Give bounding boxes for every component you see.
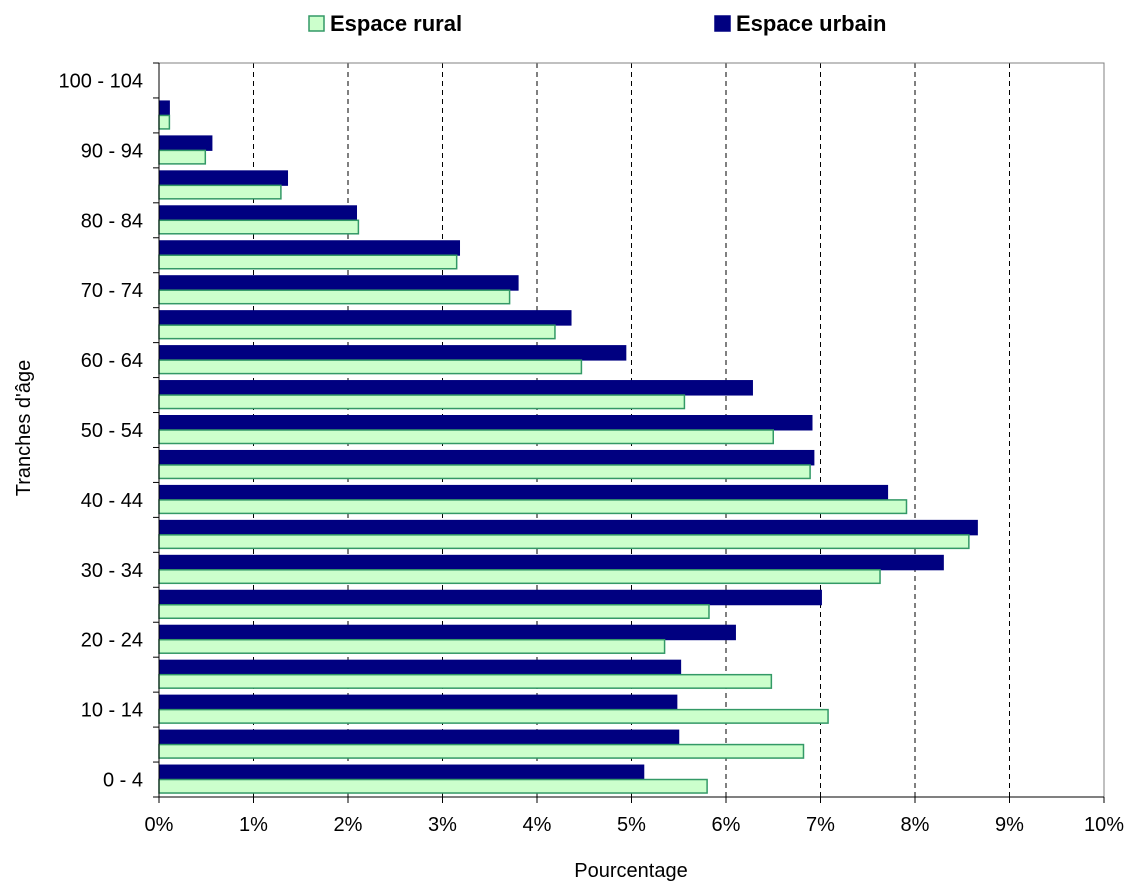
bar-rural bbox=[158, 359, 583, 375]
y-tick-label: 30 - 34 bbox=[81, 560, 143, 582]
bar-urbain bbox=[158, 380, 753, 396]
bar-urbain bbox=[158, 449, 815, 466]
x-tick-label: 4% bbox=[523, 814, 552, 836]
y-tick-label: 20 - 24 bbox=[81, 630, 143, 652]
bar-rural bbox=[158, 464, 811, 480]
y-tick-label: 90 - 94 bbox=[81, 140, 143, 162]
bar-rural bbox=[158, 638, 666, 654]
x-axis-title: Pourcentage bbox=[574, 860, 687, 882]
legend: Espace rural Espace urbain bbox=[308, 11, 886, 36]
bar-rural bbox=[158, 778, 708, 794]
x-tick-label: 7% bbox=[806, 814, 835, 836]
bar-rural bbox=[158, 708, 829, 724]
bar-urbain bbox=[158, 519, 978, 536]
bar-rural bbox=[158, 499, 908, 515]
y-tick-label: 80 - 84 bbox=[81, 210, 143, 232]
x-tick-label: 8% bbox=[901, 814, 930, 836]
bar-urbain bbox=[158, 659, 682, 676]
y-tick-label: 60 - 64 bbox=[81, 350, 143, 372]
bar-urbain bbox=[158, 764, 645, 781]
y-axis-title: Tranches d'âge bbox=[13, 360, 35, 497]
y-tick-labels: 0 - 4 10 - 14 20 - 24 30 - 34 40 - 44 50 - 54… bbox=[58, 70, 143, 791]
x-tick-label: 6% bbox=[712, 814, 741, 836]
bar-rural bbox=[158, 604, 710, 620]
bar-rural bbox=[158, 394, 686, 410]
bar-rural bbox=[158, 254, 458, 270]
bar-rural bbox=[158, 149, 207, 165]
y-tick-label: 70 - 74 bbox=[81, 280, 143, 302]
bar-rural bbox=[158, 289, 511, 305]
legend-swatch-urbain bbox=[714, 15, 731, 32]
x-tick-label: 10% bbox=[1084, 814, 1124, 836]
legend-swatch-rural bbox=[308, 15, 325, 32]
bar-urbain bbox=[158, 100, 170, 116]
y-tick-label: 50 - 54 bbox=[81, 420, 143, 442]
bar-urbain bbox=[158, 589, 822, 606]
bar-rural bbox=[158, 114, 171, 130]
bar-urbain bbox=[158, 345, 627, 361]
x-tick-label: 1% bbox=[239, 814, 268, 836]
x-tick-label: 5% bbox=[617, 814, 646, 836]
bar-urbain bbox=[158, 135, 213, 151]
x-tick-label: 0% bbox=[145, 814, 174, 836]
bar-rural bbox=[158, 569, 881, 585]
bar-rural bbox=[158, 743, 805, 759]
bar-urbain bbox=[158, 310, 572, 326]
bar-urbain bbox=[158, 415, 813, 431]
bar-rural bbox=[158, 673, 773, 689]
legend-label-rural: Espace rural bbox=[330, 11, 462, 36]
bar-rural bbox=[158, 534, 970, 550]
legend-label-urbain: Espace urbain bbox=[736, 11, 886, 36]
bar-urbain bbox=[158, 240, 461, 256]
x-tick-labels: 0% 1% 2% 3% 4% 5% 6% 7% 8% 9% 10% bbox=[145, 814, 1125, 836]
bar-rural bbox=[158, 184, 282, 200]
bar-rural bbox=[158, 429, 774, 445]
bar-urbain bbox=[158, 484, 889, 501]
bar-urbain bbox=[158, 694, 678, 711]
bars bbox=[158, 100, 978, 794]
bar-urbain bbox=[158, 170, 289, 186]
bar-urbain bbox=[158, 729, 680, 746]
y-tick-label: 0 - 4 bbox=[103, 770, 143, 792]
bar-rural bbox=[158, 219, 360, 235]
x-tick-label: 9% bbox=[995, 814, 1024, 836]
bar-urbain bbox=[158, 624, 736, 641]
bar-rural bbox=[158, 324, 556, 340]
axes bbox=[153, 62, 1105, 803]
bar-urbain bbox=[158, 554, 944, 571]
y-tick-label: 10 - 14 bbox=[81, 700, 143, 722]
bar-urbain bbox=[158, 205, 358, 221]
x-tick-label: 3% bbox=[428, 814, 457, 836]
bar-urbain bbox=[158, 275, 519, 291]
y-tick-label: 40 - 44 bbox=[81, 490, 143, 512]
y-tick-label: 100 - 104 bbox=[58, 70, 143, 92]
x-tick-label: 2% bbox=[334, 814, 363, 836]
